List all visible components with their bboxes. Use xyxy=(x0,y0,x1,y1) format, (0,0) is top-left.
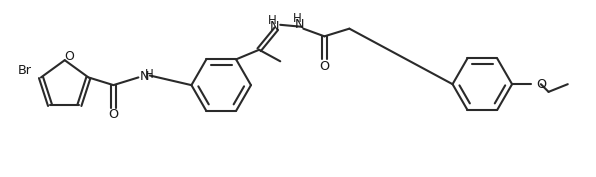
Text: O: O xyxy=(536,78,546,91)
Text: N: N xyxy=(270,20,280,33)
Text: Br: Br xyxy=(17,64,32,77)
Text: H: H xyxy=(293,12,302,25)
Text: H: H xyxy=(145,68,154,81)
Text: O: O xyxy=(64,50,74,63)
Text: N: N xyxy=(294,18,304,31)
Text: N: N xyxy=(139,70,149,83)
Text: O: O xyxy=(108,108,119,121)
Text: H: H xyxy=(268,13,277,27)
Text: O: O xyxy=(319,60,330,73)
